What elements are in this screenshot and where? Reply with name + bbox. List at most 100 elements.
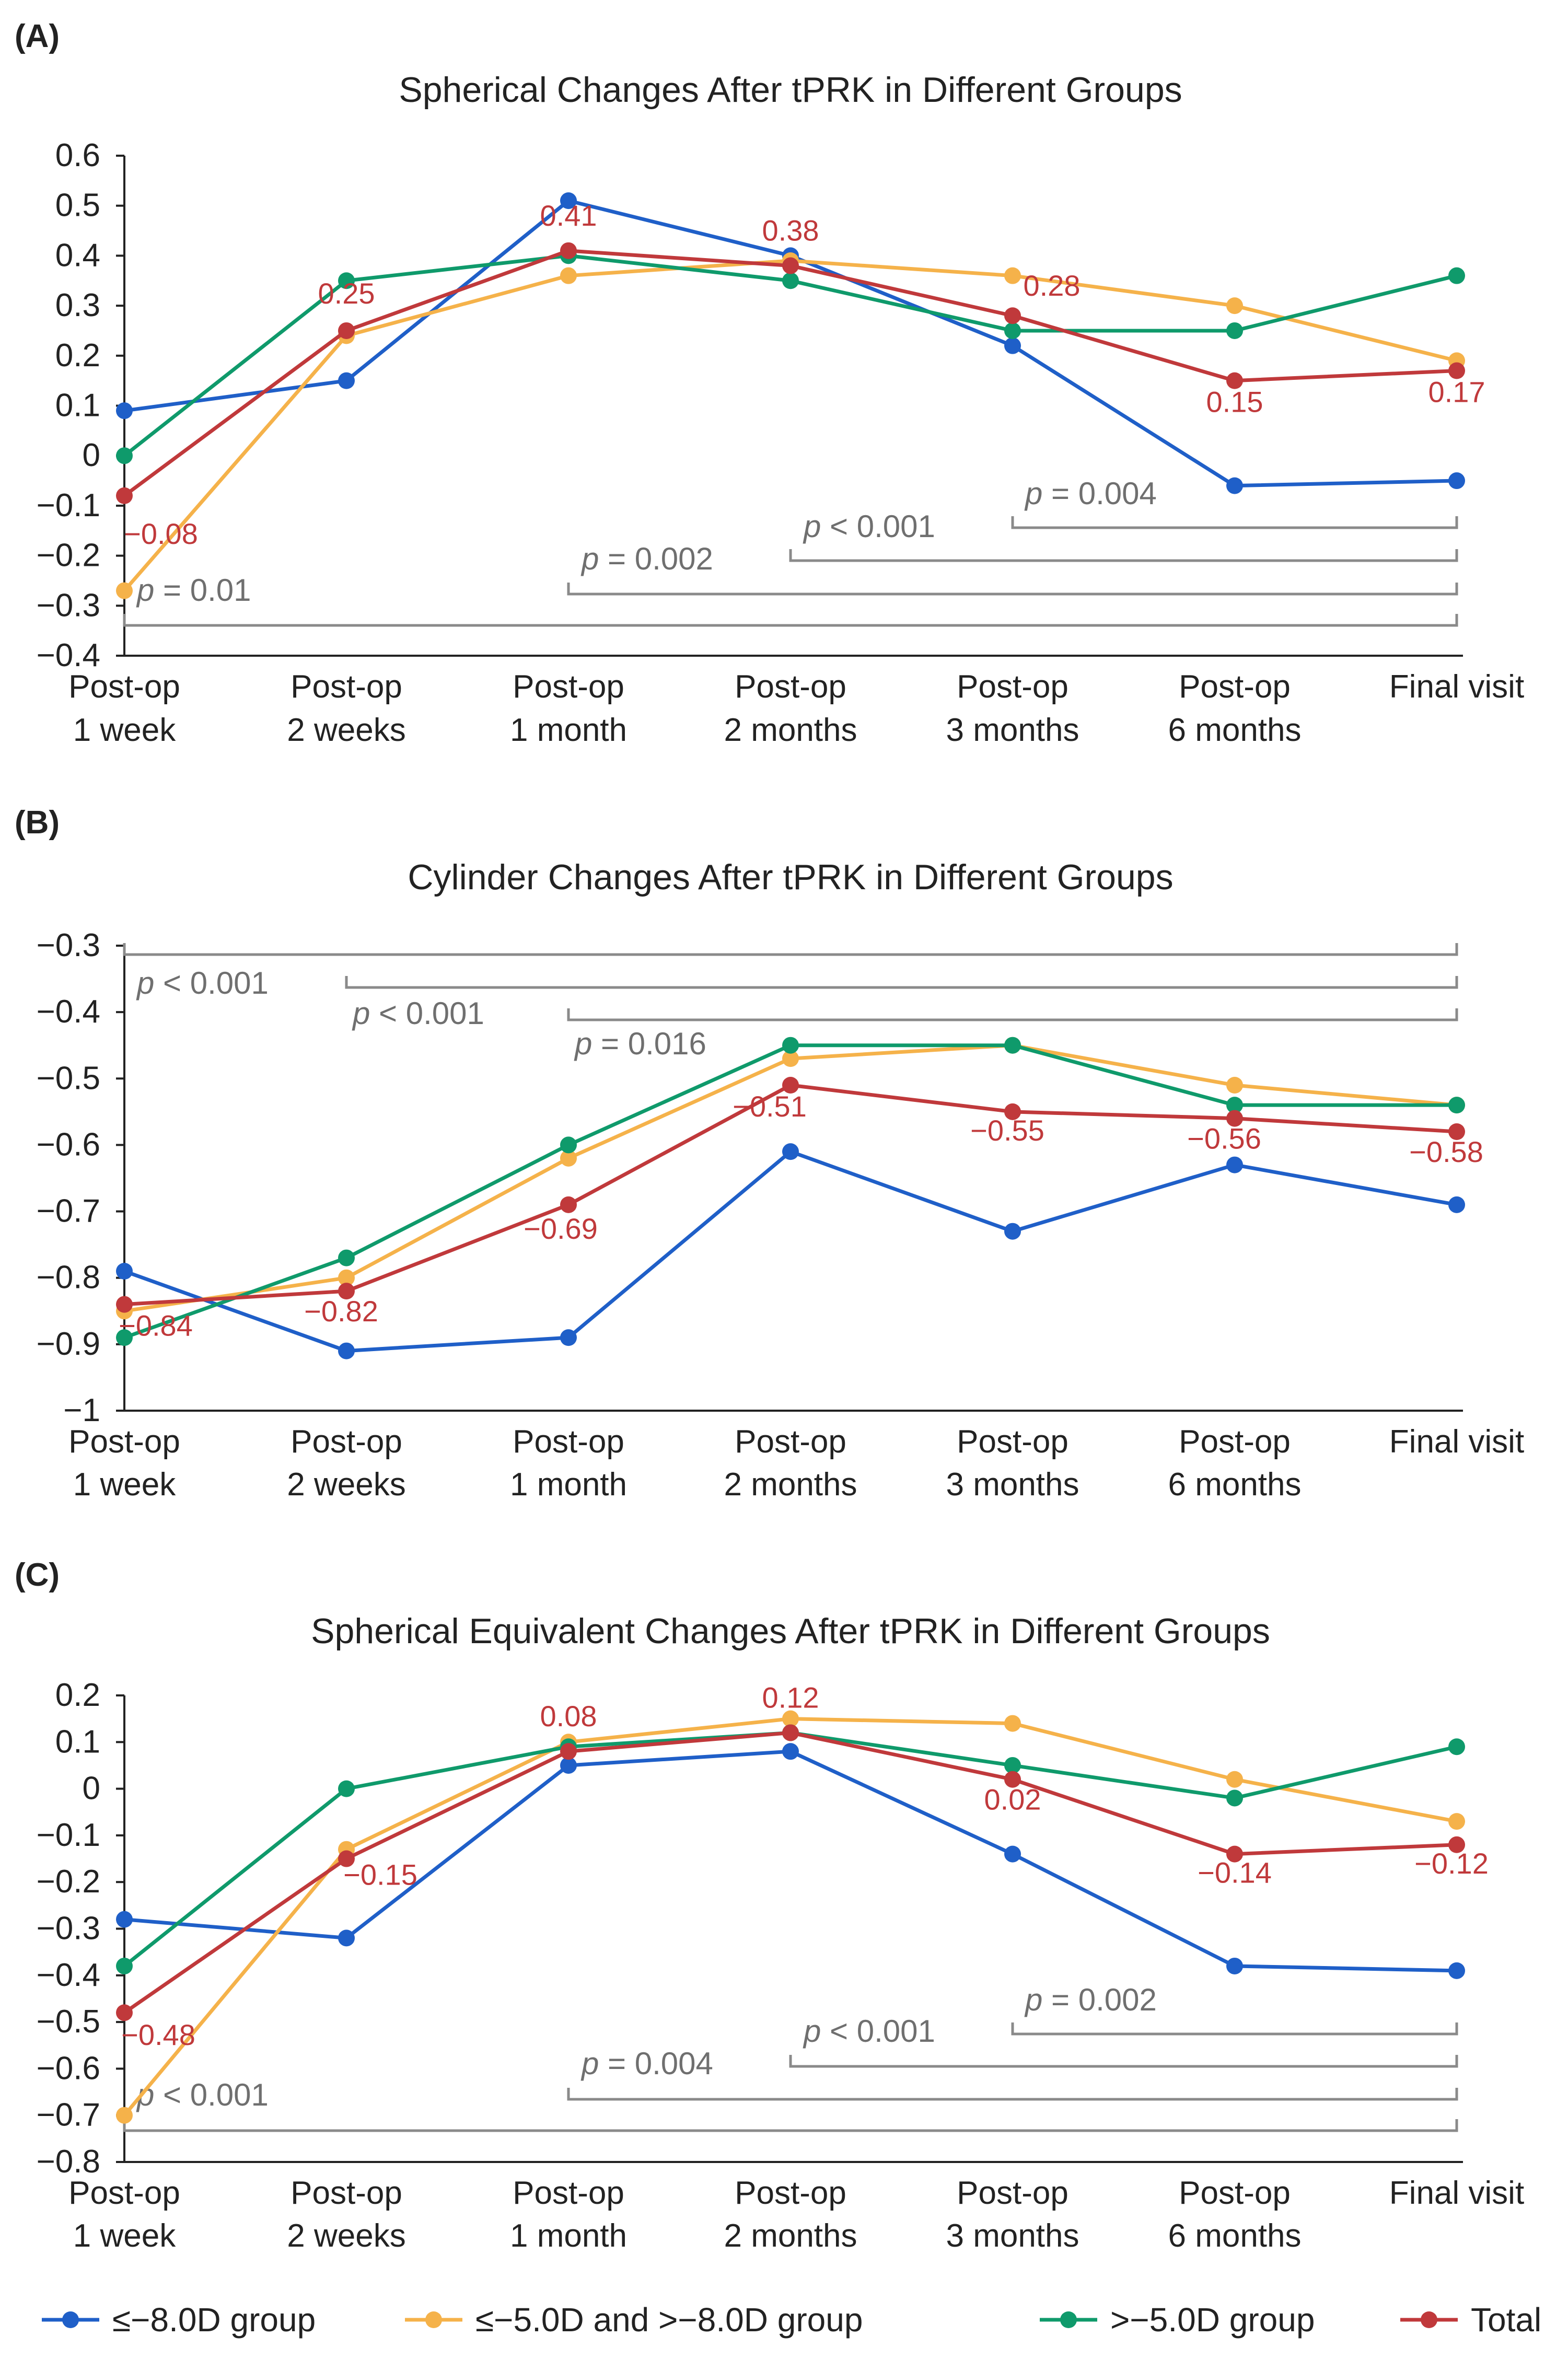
- x-tick-label: Post-op: [68, 2175, 180, 2211]
- data-point: [782, 1050, 799, 1067]
- data-point: [116, 402, 133, 420]
- p-value-label: p = 0.004: [1024, 476, 1157, 511]
- legend-item-total: Total: [1400, 2301, 1541, 2339]
- bracket-line: [345, 976, 1458, 989]
- x-tick-label: Post-op: [513, 669, 624, 705]
- p-symbol: p: [1024, 476, 1042, 511]
- x-tick-label: 1 week: [73, 1467, 176, 1503]
- y-tick-label: −0.2: [37, 538, 100, 574]
- p-value-label: p < 0.001: [803, 509, 935, 544]
- data-point: [560, 1329, 577, 1346]
- data-point: [1226, 1110, 1243, 1127]
- x-tick-label: Post-op: [957, 1424, 1068, 1460]
- data-point: [1226, 297, 1243, 315]
- p-value-text: < 0.001: [370, 996, 484, 1031]
- y-tick-label: −0.4: [37, 1957, 100, 1993]
- p-symbol: p: [352, 996, 370, 1031]
- y-tick-label: 0.1: [55, 1724, 100, 1760]
- legend-marker: [1421, 2311, 1437, 2328]
- p-value-text: < 0.001: [154, 2077, 269, 2112]
- p-value-text: < 0.001: [821, 2014, 935, 2049]
- y-tick-label: 0: [83, 437, 100, 473]
- x-tick-label: Post-op: [291, 2175, 402, 2211]
- data-point: [1004, 1715, 1021, 1732]
- x-tick-label: 2 months: [724, 1467, 857, 1503]
- data-point: [338, 1929, 355, 1947]
- data-point: [1448, 1123, 1465, 1140]
- data-point: [560, 1149, 577, 1167]
- data-point: [560, 242, 577, 259]
- data-point: [1226, 1845, 1243, 1863]
- bracket-line: [567, 1008, 1458, 1021]
- x-tick-label: Final visit: [1389, 669, 1524, 705]
- p-symbol: p: [580, 541, 599, 576]
- data-point: [1448, 362, 1465, 379]
- significance-bracket: p < 0.001: [789, 2014, 1458, 2068]
- data-point: [338, 1780, 355, 1797]
- y-tick-label: −0.4: [37, 994, 100, 1030]
- p-value-text: < 0.001: [821, 509, 935, 544]
- data-point: [560, 192, 577, 210]
- data-point: [782, 1710, 799, 1727]
- data-point: [116, 1911, 133, 1928]
- series-line: [123, 259, 1457, 592]
- data-point: [338, 1249, 355, 1266]
- y-tick-label: 0.1: [55, 388, 100, 424]
- data-point: [1448, 1738, 1465, 1756]
- data-label: −0.55: [970, 1114, 1044, 1147]
- data-point: [782, 1724, 799, 1741]
- legend-label: >−5.0D group: [1110, 2301, 1315, 2339]
- data-point: [1226, 1957, 1243, 1974]
- legend-marker: [1060, 2311, 1077, 2328]
- data-point: [116, 582, 133, 599]
- data-label: −0.56: [1187, 1122, 1261, 1155]
- chart-title: Spherical Changes After tPRK in Differen…: [399, 70, 1182, 110]
- x-tick-label: 1 month: [510, 712, 627, 748]
- data-label: −0.51: [733, 1090, 807, 1123]
- x-tick-label: Post-op: [291, 669, 402, 705]
- significance-bracket: p = 0.016: [567, 1008, 1458, 1061]
- significance-bracket: p = 0.004: [567, 2046, 1458, 2101]
- chart-title: Cylinder Changes After tPRK in Different…: [408, 857, 1173, 897]
- data-point: [560, 1743, 577, 1760]
- significance-bracket: p < 0.001: [123, 2077, 1458, 2132]
- x-tick-label: Final visit: [1389, 2175, 1524, 2211]
- p-value-label: p = 0.016: [574, 1026, 706, 1061]
- bracket-line: [567, 583, 1458, 596]
- data-point: [1004, 1757, 1021, 1774]
- y-tick-label: −0.8: [37, 2144, 100, 2180]
- data-point: [1226, 372, 1243, 389]
- data-point: [782, 272, 799, 289]
- y-tick-label: −0.5: [37, 1060, 100, 1096]
- data-point: [338, 272, 355, 289]
- data-label: 0.38: [762, 214, 819, 247]
- data-point: [338, 1850, 355, 1867]
- data-point: [116, 2004, 133, 2021]
- data-point: [116, 1296, 133, 1313]
- data-point: [1226, 1789, 1243, 1807]
- data-point: [338, 372, 355, 389]
- chart-title: Spherical Equivalent Changes After tPRK …: [311, 1611, 1270, 1651]
- x-tick-label: Post-op: [735, 669, 846, 705]
- y-tick-label: −0.3: [37, 587, 100, 623]
- y-tick-label: −0.9: [37, 1326, 100, 1362]
- data-point: [1448, 1813, 1465, 1830]
- series-le8: [116, 1143, 1465, 1359]
- legend-label: ≤−8.0D group: [112, 2301, 316, 2339]
- data-point: [1226, 322, 1243, 339]
- legend-label: ≤−5.0D and >−8.0D group: [475, 2301, 863, 2339]
- data-point: [338, 1342, 355, 1359]
- data-point: [338, 322, 355, 339]
- data-label: 0.17: [1428, 376, 1485, 409]
- data-label: −0.84: [119, 1309, 193, 1342]
- data-label: 0.02: [984, 1783, 1041, 1816]
- data-label: −0.69: [524, 1212, 598, 1245]
- x-tick-label: 1 week: [73, 2218, 176, 2254]
- chart-panel-2: (B) Cylinder Changes After tPRK in Differ…: [15, 805, 1524, 1503]
- data-point: [116, 1957, 133, 1974]
- p-symbol: p: [803, 509, 821, 544]
- data-point: [782, 1743, 799, 1760]
- y-tick-label: 0.4: [55, 237, 100, 273]
- data-point: [1448, 472, 1465, 490]
- bracket-line: [123, 943, 1458, 956]
